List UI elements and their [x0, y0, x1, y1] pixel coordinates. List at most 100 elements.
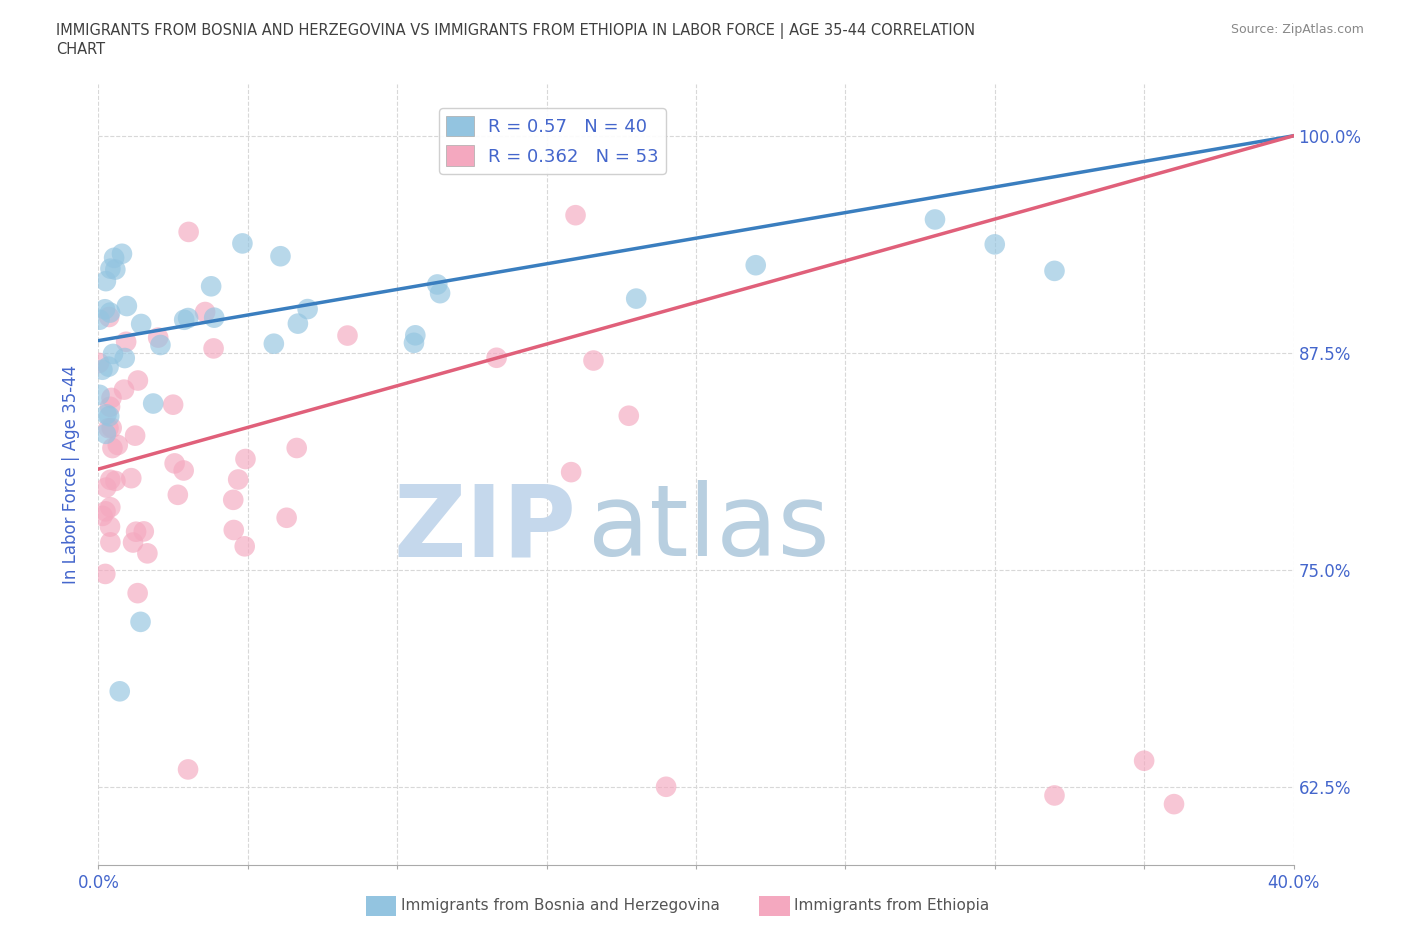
Point — [89, 388, 111, 403]
Text: Immigrants from Bosnia and Herzegovina: Immigrants from Bosnia and Herzegovina — [401, 898, 720, 913]
Point — [89, 312, 111, 327]
Point — [112, 382, 135, 397]
Point — [98, 310, 121, 325]
Point — [226, 472, 249, 487]
Point — [101, 347, 124, 362]
Point — [97, 420, 120, 435]
Point — [98, 519, 121, 534]
Point — [94, 426, 117, 441]
Point — [142, 396, 165, 411]
Point — [129, 615, 152, 630]
Point — [91, 509, 114, 524]
Point — [100, 420, 122, 435]
Point — [98, 409, 121, 424]
Point — [103, 250, 125, 265]
Point — [200, 279, 222, 294]
Point — [97, 359, 120, 374]
Point — [98, 305, 121, 320]
Point — [114, 351, 136, 365]
Point — [98, 499, 121, 514]
Point — [132, 524, 155, 538]
Point — [336, 328, 359, 343]
Point — [96, 407, 118, 422]
Point — [107, 437, 129, 452]
Point — [402, 336, 425, 351]
Point — [98, 399, 121, 414]
Point — [94, 302, 117, 317]
Point — [115, 335, 138, 350]
Point — [177, 311, 200, 325]
Point — [87, 355, 110, 370]
Point — [297, 301, 319, 316]
Point — [148, 330, 170, 345]
Point — [173, 312, 195, 327]
Point — [276, 511, 298, 525]
Point — [100, 535, 122, 550]
Point — [564, 207, 586, 222]
Point — [263, 337, 285, 352]
Point — [127, 586, 149, 601]
Point — [100, 261, 122, 276]
Point — [222, 523, 245, 538]
Point — [287, 316, 309, 331]
Point — [231, 236, 253, 251]
Point — [104, 262, 127, 277]
Point — [582, 353, 605, 368]
Point — [285, 441, 308, 456]
Point — [177, 224, 200, 239]
Point — [162, 397, 184, 412]
Point — [96, 480, 118, 495]
Point — [166, 487, 188, 502]
Point — [655, 779, 678, 794]
Point — [124, 428, 146, 443]
Point — [202, 341, 225, 356]
Point — [108, 684, 131, 698]
Point — [149, 338, 172, 352]
Point — [101, 441, 124, 456]
Text: CHART: CHART — [56, 42, 105, 57]
Point — [163, 456, 186, 471]
Point — [485, 351, 508, 365]
Point — [177, 762, 200, 777]
Point — [111, 246, 134, 261]
Point — [202, 311, 225, 325]
Point — [235, 452, 257, 467]
Point — [984, 237, 1007, 252]
Point — [94, 504, 117, 519]
Point — [98, 472, 121, 487]
Point — [94, 566, 117, 581]
Point — [122, 535, 145, 550]
Point — [1043, 263, 1066, 278]
Point — [429, 286, 451, 300]
Point — [222, 492, 245, 507]
Point — [94, 273, 117, 288]
Point — [233, 538, 256, 553]
Point — [120, 471, 142, 485]
Point — [404, 328, 426, 343]
Point — [136, 546, 159, 561]
Point — [617, 408, 640, 423]
Point — [127, 373, 149, 388]
Text: atlas: atlas — [589, 481, 830, 578]
Point — [1043, 788, 1066, 803]
Point — [269, 249, 291, 264]
Text: ZIP: ZIP — [394, 481, 576, 578]
Point — [91, 363, 114, 378]
Point — [1133, 753, 1156, 768]
Point — [194, 304, 217, 319]
Point — [173, 463, 195, 478]
Point — [426, 277, 449, 292]
Point — [745, 258, 768, 272]
Point — [115, 299, 138, 313]
Point — [560, 465, 582, 480]
Point — [104, 473, 127, 488]
Point — [125, 525, 148, 539]
Point — [100, 391, 122, 405]
Text: Immigrants from Ethiopia: Immigrants from Ethiopia — [794, 898, 990, 913]
Point — [924, 212, 946, 227]
Text: IMMIGRANTS FROM BOSNIA AND HERZEGOVINA VS IMMIGRANTS FROM ETHIOPIA IN LABOR FORC: IMMIGRANTS FROM BOSNIA AND HERZEGOVINA V… — [56, 23, 976, 39]
Text: Source: ZipAtlas.com: Source: ZipAtlas.com — [1230, 23, 1364, 36]
Point — [1163, 797, 1185, 812]
Y-axis label: In Labor Force | Age 35-44: In Labor Force | Age 35-44 — [62, 365, 80, 584]
Point — [626, 291, 648, 306]
